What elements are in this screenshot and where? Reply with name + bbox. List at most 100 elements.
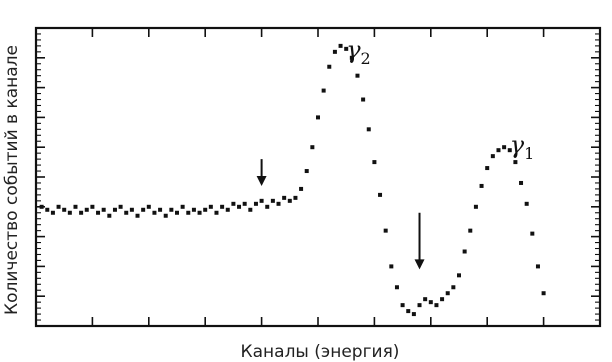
data-point [344,46,349,51]
peak-label-gamma-1: γ1 [510,131,535,163]
data-point [248,207,253,212]
data-point [180,204,185,209]
data-point [270,198,275,203]
data-point [428,300,433,305]
data-point [519,180,524,185]
data-point [462,249,467,254]
data-point [129,207,134,212]
data-point [141,207,146,212]
data-point [541,291,546,296]
data-point [225,207,230,212]
data-point [265,204,270,209]
data-point [496,148,501,153]
data-point [383,228,388,233]
data-point [242,201,247,206]
data-point [175,210,179,215]
data-point [146,204,151,209]
data-point [67,210,72,215]
data-point [310,145,315,150]
data-point [73,204,78,209]
data-point [423,297,428,302]
x-axis-label: Каналы (энергия) [241,342,400,362]
data-point [39,204,44,209]
data-point [231,201,236,206]
data-point [366,127,371,132]
data-point [479,183,484,188]
data-point [530,231,535,236]
data-point [169,207,174,212]
data-point [411,312,416,317]
data-point [321,88,326,93]
data-point [186,210,191,215]
data-points [39,43,546,317]
data-point [349,55,354,60]
data-point [361,97,366,102]
data-point [389,264,394,269]
data-point [299,186,304,191]
data-point [135,213,140,218]
data-point [304,169,309,174]
data-point [287,198,292,203]
data-point [191,207,196,212]
data-point [259,198,264,203]
data-point [372,160,377,165]
data-point [107,213,112,218]
data-point [220,204,225,209]
data-point [485,166,490,171]
data-point [327,64,332,69]
data-point [457,273,461,278]
data-point [355,73,360,78]
data-point [197,210,202,215]
arrow-head [256,175,267,186]
plot-frame [34,26,602,328]
data-point [524,201,529,206]
data-point [445,291,450,296]
data-point [282,195,287,200]
peak-label-gamma-2: γ2 [346,36,371,68]
data-point [338,43,343,48]
data-point [316,115,320,120]
data-point [112,207,117,212]
data-point [490,154,495,159]
annotation-arrows [256,159,425,270]
data-point [513,160,518,165]
data-point [101,207,106,212]
data-point [378,192,383,197]
data-point [90,204,95,209]
data-point [124,210,129,215]
data-point [62,207,67,212]
data-point [535,264,540,269]
data-point [507,148,512,153]
data-point [417,303,422,308]
data-point [293,195,298,200]
data-point [468,228,473,233]
data-point [400,303,405,308]
data-point [237,204,242,209]
data-point [96,210,101,215]
data-point [163,213,168,218]
y-axis-label: Количество событий в канале [2,45,22,315]
data-point [45,207,50,212]
data-point [208,204,213,209]
data-point [451,285,456,290]
data-point [406,309,411,314]
data-point [56,204,61,209]
data-point [332,49,337,54]
data-point [84,207,89,212]
data-point [50,210,55,215]
data-point [214,210,219,215]
axis-ticks [35,27,601,327]
arrow-head [414,259,425,270]
plot-border [34,26,602,328]
data-point [276,201,281,206]
data-point [79,210,84,215]
data-point [394,285,399,290]
data-point [158,207,163,212]
data-point [203,207,208,212]
data-point [502,145,507,150]
data-point [253,201,258,206]
peak-labels: γ2 γ1 [346,36,534,163]
data-point [473,204,478,209]
data-point [440,297,445,302]
